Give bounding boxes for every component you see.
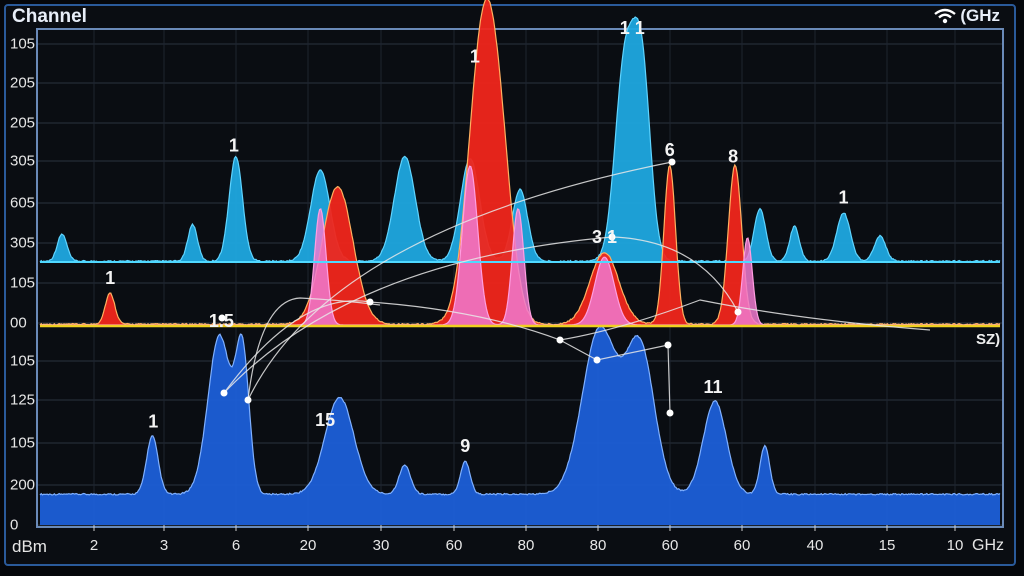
x-tick-label: 20 (299, 537, 317, 554)
wifi-icon (934, 8, 957, 24)
x-tick-label: 15 (878, 537, 896, 554)
connector-line (223, 236, 739, 394)
y-tick-label: 0 (10, 516, 19, 534)
peak-label: 6 (665, 140, 675, 160)
y-axis-label: dBm (12, 537, 47, 556)
y-tick-label: 105 (10, 274, 36, 292)
peak-label: 1 (839, 188, 849, 208)
x-tick-label: 40 (806, 537, 824, 554)
blue-band-trace (39, 325, 1001, 496)
peak-label: 1 (148, 412, 158, 432)
connector-line (247, 297, 381, 401)
unit-label: (GHz (960, 6, 1000, 25)
marker-dot[interactable] (556, 336, 564, 344)
side-label: SZ) (976, 331, 1001, 348)
x-tick-label: 60 (661, 537, 679, 554)
x-tick-label: 60 (733, 537, 751, 554)
marker-dot[interactable] (244, 396, 252, 404)
peak-label: 3 1 (592, 227, 617, 247)
connector-line (223, 300, 671, 414)
pink-overlay-fill (40, 166, 1000, 325)
x-axis-label: GHz (972, 537, 1004, 554)
marker-dot[interactable] (220, 389, 228, 397)
x-tick-label: 80 (517, 537, 535, 554)
band-indicator: (GHz (934, 6, 1000, 26)
peak-label: 1 (229, 135, 239, 155)
x-tick-label: 3 (159, 537, 169, 554)
x-tick-label: 2 (89, 537, 99, 554)
y-tick-label: 305 (10, 234, 36, 252)
peak-label: 1 (105, 268, 115, 288)
peak-label: 15 (315, 410, 335, 430)
y-tick-label: 105 (10, 352, 36, 370)
marker-dot[interactable] (664, 341, 672, 349)
y-tick-label: 200 (10, 476, 36, 494)
connector-line (247, 161, 673, 401)
peak-label: 1.5 (209, 311, 234, 331)
marker-dot[interactable] (666, 409, 674, 417)
x-tick-label: 60 (445, 537, 463, 554)
marker-dot[interactable] (734, 308, 742, 316)
plot-area (36, 28, 1004, 528)
marker-dot[interactable] (218, 314, 226, 322)
marker-dot[interactable] (668, 158, 676, 166)
x-tick-label: 6 (231, 537, 241, 554)
y-tick-label: 125 (10, 391, 36, 409)
y-tick-label: 00 (10, 314, 27, 332)
cyan-band-trace (39, 16, 1001, 263)
chart-title: Channel (12, 6, 87, 27)
y-tick-label: 605 (10, 194, 36, 212)
marker-dot[interactable] (593, 356, 601, 364)
x-tick-label: 10 (946, 537, 964, 554)
connector-line (559, 299, 931, 341)
peak-label: 1 (470, 47, 480, 67)
peak-label: 9 (460, 436, 470, 456)
peak-label: 8 (728, 146, 738, 166)
y-tick-label: 205 (10, 74, 36, 92)
y-tick-label: 105 (10, 434, 36, 452)
y-tick-label: 305 (10, 152, 36, 170)
marker-dot[interactable] (366, 298, 374, 306)
y-tick-label: 205 (10, 114, 36, 132)
blue-band-fill (40, 326, 1000, 525)
x-tick-label: 30 (372, 537, 390, 554)
x-tick-label: 80 (589, 537, 607, 554)
marker-dot[interactable] (608, 233, 616, 241)
peak-label: 11 (703, 377, 722, 397)
y-tick-label: 105 (10, 35, 36, 53)
peak-label: 1 1 (620, 18, 645, 38)
